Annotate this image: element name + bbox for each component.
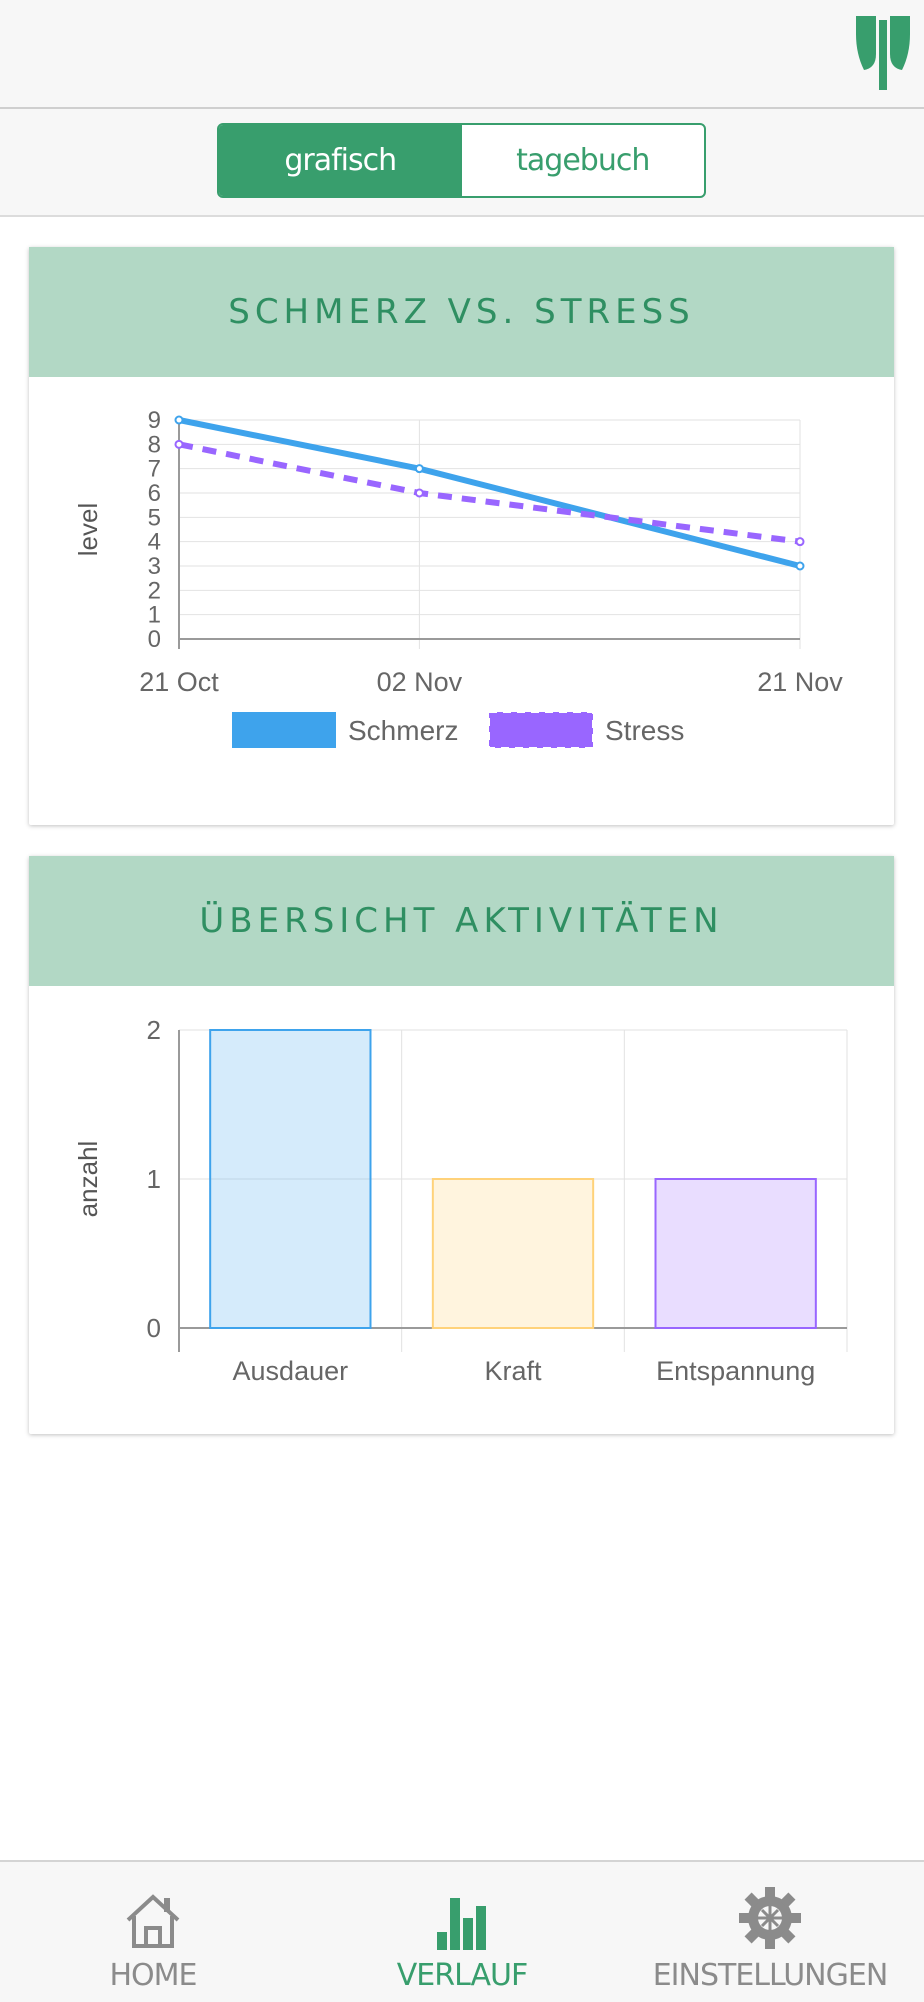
schmerz-stress-card: SCHMERZ VS. STRESS 0 1 2 3 4 5 6 7 8 9 21 Oct 02 No…	[29, 247, 894, 825]
card-title: SCHMERZ VS. STRESS	[29, 247, 894, 377]
legend-swatch-stress	[489, 712, 593, 748]
nav-verlauf[interactable]: VERLAUF	[312, 1862, 612, 2002]
y-tick-label: 0	[147, 1313, 161, 1343]
nav-home-label: HOME	[109, 1958, 197, 1993]
bar-kraft	[431, 1178, 595, 1329]
y-tick-label: 3	[148, 553, 161, 580]
y-tick-label: 2	[148, 577, 161, 604]
y-tick-label: 6	[148, 480, 161, 507]
y-tick-label: 5	[148, 504, 161, 531]
y-tick-label: 1	[147, 1164, 161, 1194]
bar-ausdauer	[209, 1029, 372, 1329]
y-tick-label: 1	[148, 602, 161, 629]
data-point-schmerz	[795, 561, 805, 571]
app-logo	[856, 16, 910, 90]
bar-entspannung	[654, 1178, 817, 1329]
y-tick-label: 7	[148, 456, 161, 483]
top-bar	[0, 0, 924, 109]
x-tick-label: Kraft	[484, 1356, 542, 1386]
gear-icon	[739, 1887, 801, 1949]
aktivitaeten-bar-chart: 0 1 2 anzahl Ausdauer Kraft Entspannung	[73, 1015, 848, 1386]
data-point-schmerz	[174, 415, 184, 425]
legend-swatch-schmerz	[232, 712, 336, 748]
card-title: ÜBERSICHT AKTIVITÄTEN	[29, 856, 894, 986]
legend-label-stress: Stress	[605, 715, 684, 746]
x-tick-label: Ausdauer	[233, 1356, 349, 1386]
nav-home[interactable]: HOME	[3, 1862, 303, 2002]
data-point-schmerz	[414, 464, 424, 474]
aktivitaeten-card: ÜBERSICHT AKTIVITÄTEN 0 1 2 anzahl Ausdauer K…	[29, 856, 894, 1434]
y-tick-label: 9	[148, 407, 161, 434]
segment-grafisch[interactable]: grafisch	[219, 125, 462, 196]
y-tick-label: 0	[148, 626, 161, 653]
y-axis-label: anzahl	[73, 1141, 103, 1218]
nav-einstellungen[interactable]: EINSTELLUNGEN	[620, 1862, 920, 2002]
data-point-stress	[795, 537, 805, 547]
x-tick-label: 21 Nov	[757, 667, 843, 697]
y-tick-label: 2	[147, 1015, 161, 1045]
x-tick-label: 21 Oct	[139, 667, 219, 697]
home-icon	[126, 1894, 180, 1948]
x-tick-label: Entspannung	[656, 1356, 815, 1386]
y-tick-label: 4	[148, 529, 161, 556]
y-axis-label: level	[73, 503, 103, 556]
segment-tagebuch[interactable]: tagebuch	[516, 143, 650, 178]
bar-chart-icon	[437, 1898, 486, 1950]
data-point-stress	[414, 488, 424, 498]
x-tick-label: 02 Nov	[377, 667, 463, 697]
nav-einstellungen-label: EINSTELLUNGEN	[652, 1958, 889, 1993]
legend-label-schmerz: Schmerz	[348, 715, 458, 746]
data-point-stress	[174, 439, 184, 449]
y-tick-label: 8	[148, 431, 161, 458]
bottom-navigation: HOME VERLAUF	[0, 1860, 924, 2002]
view-switcher-bar: grafisch tagebuch	[0, 109, 924, 217]
nav-verlauf-label: VERLAUF	[396, 1958, 528, 1993]
view-segmented-control: grafisch tagebuch	[217, 123, 706, 198]
